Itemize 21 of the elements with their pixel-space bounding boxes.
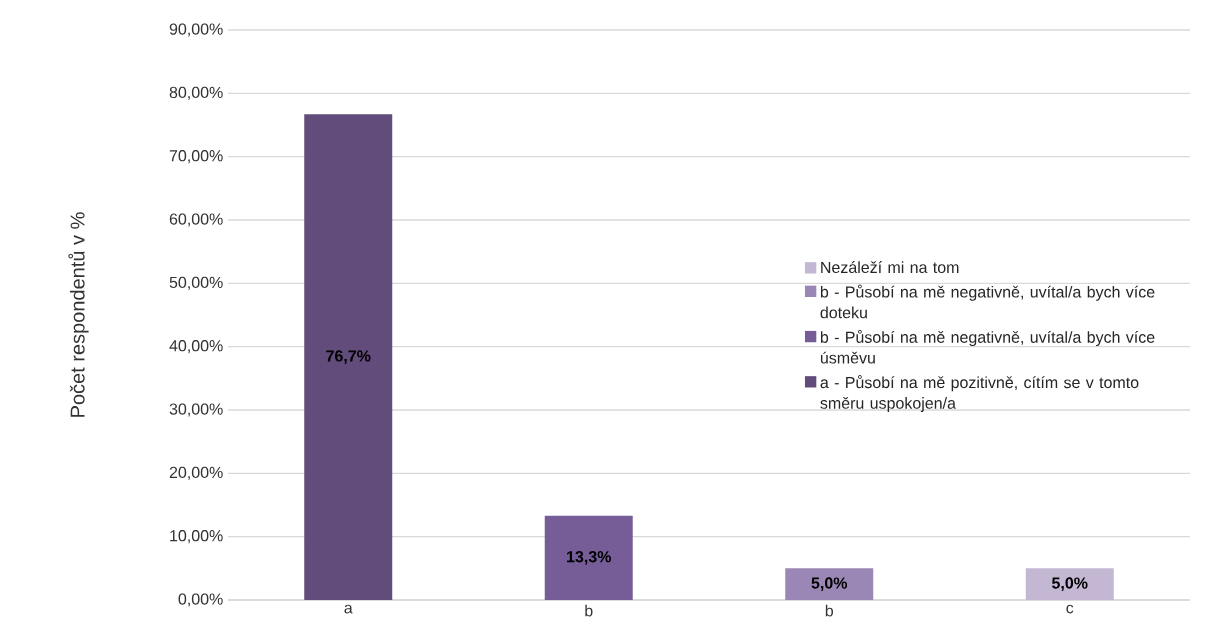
y-tick-label: 20,00% (169, 466, 223, 480)
data-label: 5,0% (1052, 577, 1088, 591)
x-tick-label: c (1066, 604, 1074, 614)
y-tick-label: 80,00% (169, 86, 223, 100)
legend-label: a - Působí na mě pozitivně, cítím se v tomto směru uspokojen/a (820, 375, 1139, 412)
y-axis-title: Počet respondentů v % (68, 212, 89, 417)
legend-label: Nezáleží mi na tom (821, 261, 959, 274)
y-tick-label: 70,00% (169, 150, 223, 164)
x-tick-label: a (344, 604, 353, 614)
data-label: 76,7% (326, 350, 371, 364)
y-tick-label: 50,00% (169, 276, 223, 290)
data-label: 5,0% (811, 577, 848, 591)
data-label: 13,3% (567, 551, 611, 565)
y-tick-label: 10,00% (170, 530, 223, 544)
x-tick-label: b (585, 604, 593, 617)
x-tick-label: b (825, 604, 834, 617)
y-tick-label: 60,00% (169, 213, 223, 227)
y-tick-label: 0,00% (178, 593, 223, 607)
y-tick-label: 90,00% (169, 23, 223, 37)
y-tick-label: 40,00% (169, 340, 223, 354)
y-tick-label: 30,00% (169, 403, 223, 417)
